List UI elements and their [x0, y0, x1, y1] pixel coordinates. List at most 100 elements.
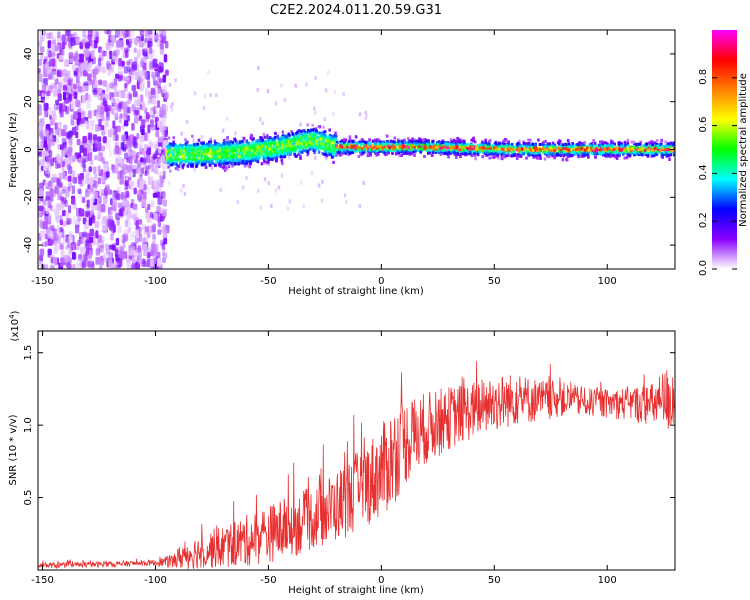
spectrogram-cell: [128, 171, 134, 178]
spectrogram-cell: [152, 76, 156, 82]
spectrogram-cell: [45, 195, 51, 202]
spectrogram-cell: [192, 138, 195, 143]
spectrogram-cell: [44, 215, 48, 225]
spectrogram-cell: [242, 149, 245, 153]
spectrogram-cell: [151, 89, 157, 99]
spectrogram-cell: [205, 150, 208, 154]
spectrogram-cell: [221, 155, 225, 159]
spectrogram-cell: [93, 40, 98, 49]
spectrogram-cell: [159, 106, 164, 114]
spectrogram-cell: [167, 161, 171, 165]
spectrogram-cell: [158, 159, 162, 166]
spectrogram-cell: [72, 83, 77, 90]
spectrogram-cell: [101, 93, 105, 99]
spectrogram-cell: [243, 154, 246, 158]
spectrogram-cell: [249, 156, 253, 160]
spectrogram-cell: [77, 112, 82, 121]
spectrogram-cell: [208, 148, 212, 152]
spectrogram-cell: [211, 161, 215, 165]
spectrogram-cell: [125, 49, 129, 58]
spectrogram-cell: [230, 159, 233, 163]
spectrogram-cell: [146, 154, 151, 164]
spectrogram-cell: [102, 50, 107, 57]
spectrogram-cell: [209, 92, 212, 97]
spectrogram-cell: [90, 209, 94, 216]
spectrogram-cell: [127, 165, 133, 173]
spectrogram-cell: [78, 65, 83, 72]
spectrogram-cell: [263, 156, 267, 160]
spectrogram-cell: [110, 34, 115, 42]
spectrogram-cell: [74, 60, 79, 66]
spectrogram-cell: [104, 204, 109, 214]
spectrogram-cell: [45, 61, 50, 69]
spectrogram-cell: [151, 96, 157, 105]
spectrogram-cell: [51, 207, 57, 213]
spectrogram-cell: [251, 148, 254, 152]
spectrogram-cell: [87, 261, 92, 269]
spectrogram-cell: [71, 198, 76, 206]
spectrogram-cell: [85, 175, 90, 185]
spectrogram-cell: [85, 192, 89, 199]
spectrogram-cell: [128, 155, 133, 165]
spectrogram-cell: [222, 151, 226, 155]
spectrogram-cell: [77, 213, 81, 222]
spectrogram-cell: [259, 136, 262, 140]
spectrogram-cell: [61, 197, 67, 205]
spectrogram-cell: [145, 166, 150, 175]
spectrogram-cell: [38, 73, 43, 83]
spectrogram-cell: [59, 78, 64, 84]
spectrogram-cell: [65, 157, 70, 165]
spectrogram-cell: [102, 226, 108, 232]
spectrogram-cell: [95, 257, 101, 265]
spectrogram-cell: [280, 173, 284, 178]
spectrogram-cell: [294, 139, 297, 143]
spectrogram-cell: [81, 236, 85, 245]
spectrogram-cell: [99, 49, 104, 57]
spectrogram-cell: [299, 139, 303, 143]
spectrogram-cell: [314, 110, 317, 115]
spectrogram-cell: [151, 243, 156, 253]
spectrogram-cell: [78, 175, 82, 185]
spectrogram-cell: [153, 105, 157, 115]
spectrogram-cell: [274, 188, 278, 193]
spectrogram-cell: [42, 200, 47, 207]
spectrogram-cell: [87, 110, 92, 119]
spectrogram-cell: [170, 158, 173, 162]
spectrogram-cell: [114, 112, 119, 121]
spectrogram-cell: [149, 259, 154, 268]
spectrogram-cell: [281, 130, 285, 134]
spectrogram-cell: [116, 126, 121, 132]
spectrogram-cell: [127, 227, 131, 234]
spectrogram-cell: [70, 114, 74, 124]
spectrogram-cell: [159, 47, 165, 55]
spectrogram-cell: [281, 162, 284, 166]
spectrogram-cell: [256, 188, 260, 193]
spectrogram-cell: [78, 86, 83, 95]
spectrogram-cell: [117, 90, 122, 98]
spectrogram-cell: [234, 131, 237, 136]
spectrogram-cell: [77, 239, 81, 247]
spectrogram-cell: [71, 100, 75, 110]
spectrogram-cell: [137, 249, 142, 258]
spectrogram-cell: [317, 183, 321, 188]
figure-title: C2E2.2024.011.20.59.G31: [270, 3, 442, 18]
spectrogram-cell: [47, 229, 52, 238]
spectrogram-cell: [108, 50, 113, 60]
spectrogram-cell: [283, 155, 287, 159]
spectrogram-cell: [226, 161, 229, 165]
spectrogram-cell: [76, 139, 81, 146]
spectrogram-cell: [87, 132, 93, 141]
spectrogram-cell: [284, 152, 287, 156]
spectrogram-cell: [270, 157, 273, 161]
spectrogram-cell: [98, 244, 104, 253]
spectrogram-cell: [213, 163, 217, 167]
spectrogram-cell: [108, 129, 113, 138]
spectrogram-cell: [147, 124, 151, 134]
spectrogram-cell: [119, 39, 124, 48]
spectrogram-cell: [241, 185, 245, 190]
spectrogram-cell: [310, 137, 313, 141]
spectrogram-cell: [38, 197, 41, 205]
spectrogram-cell: [238, 141, 242, 145]
spectrogram-cell: [103, 252, 107, 261]
